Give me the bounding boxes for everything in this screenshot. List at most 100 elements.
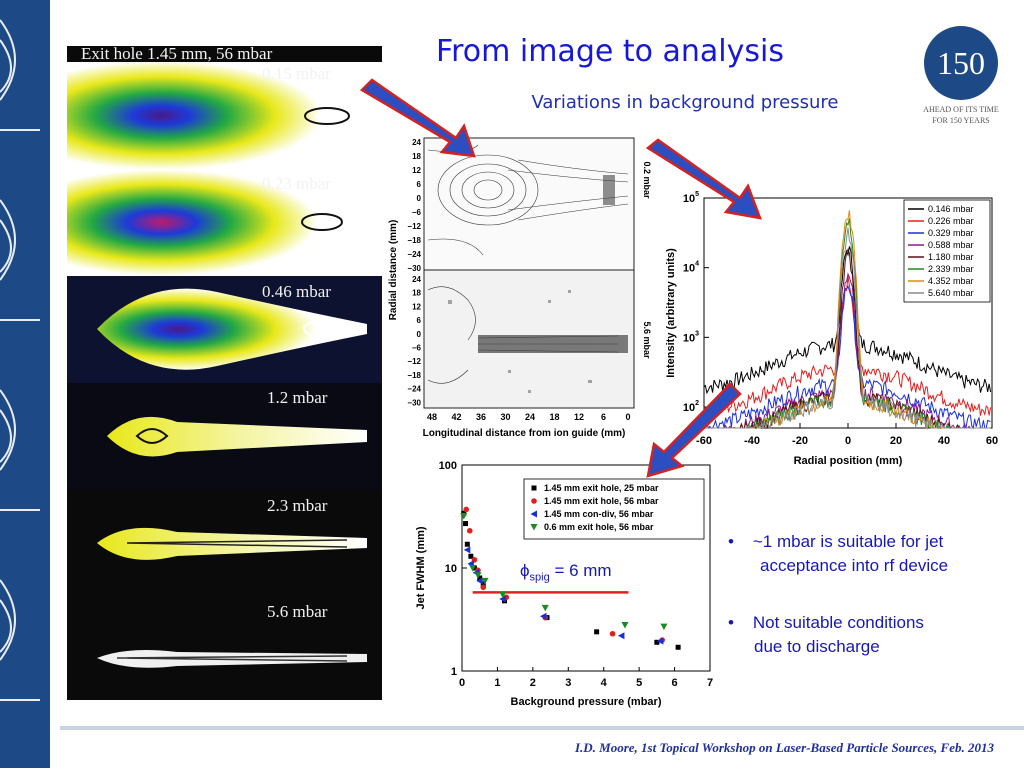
footer-citation: I.D. Moore, 1st Topical Workshop on Lase… [574, 740, 994, 755]
contour-ytick: −6 [412, 344, 422, 353]
arrow-1 [359, 78, 476, 158]
contour-ytick: −30 [407, 398, 421, 407]
legend-entry: 5.640 mbar [928, 288, 974, 298]
legend-entry: 1.45 mm con-div, 56 mbar [544, 509, 654, 519]
contour-xtick: 30 [500, 412, 510, 422]
legend-entry: 2.339 mbar [928, 264, 974, 274]
bullet-dot: • [728, 532, 753, 551]
logo-tagline: AHEAD OF ITS TIME FOR 150 YEARS [916, 104, 1006, 126]
slide-subtitle: Variations in background pressure [531, 92, 839, 113]
legend-entry: 0.226 mbar [928, 216, 974, 226]
x-tick-label: -40 [744, 435, 760, 447]
contour-xlabel: Longitudinal distance from ion guide (mm… [423, 428, 626, 439]
contour-label-bottom: 5.6 mbar [642, 321, 652, 359]
series-line [703, 275, 992, 419]
legend-swatch [531, 498, 537, 504]
photo-label-3: 0.46 mbar [262, 282, 331, 301]
x-tick-label: 20 [890, 435, 902, 447]
y-tick-label: 104 [683, 261, 699, 275]
contour-ytick: 6 [417, 316, 422, 325]
data-point [460, 512, 468, 520]
jet-image-panel: Exit hole 1.45 mm, 56 mbar [67, 44, 382, 700]
phi-value: = 6 mm [549, 561, 612, 580]
contour-ytick: −6 [412, 208, 422, 217]
contour-xtick: 42 [451, 412, 461, 422]
x-tick-label: -60 [696, 435, 712, 447]
sidebar-decoration [0, 0, 50, 768]
x-tick-label: 3 [565, 677, 571, 689]
x-axis-label: Background pressure (mbar) [511, 696, 662, 708]
contour-xtick: 18 [549, 412, 559, 422]
logo-tagline-1: AHEAD OF ITS TIME [923, 105, 999, 114]
x-tick-label: 1 [494, 677, 500, 689]
jet-image-2 [67, 169, 382, 276]
photo-label-5: 2.3 mbar [267, 496, 328, 515]
bullet-1-line2: acceptance into rf device [760, 556, 949, 575]
x-tick-label: 0 [845, 435, 851, 447]
contour-ytick: −18 [407, 236, 421, 245]
jet-images [67, 62, 382, 700]
legend-entry: 0.329 mbar [928, 228, 974, 238]
y-tick-label: 102 [683, 400, 699, 414]
bullet-2: • Not suitable conditions due to dischar… [728, 611, 1018, 659]
contour-xtick: 0 [625, 412, 630, 422]
contour-label-top: 0.2 mbar [642, 161, 652, 199]
legend-entry: 0.146 mbar [928, 204, 974, 214]
jet-image-4 [67, 383, 382, 490]
arrow-2 [645, 138, 762, 220]
contour-xtick: 24 [525, 412, 535, 422]
data-point [656, 637, 664, 645]
data-point [480, 581, 486, 587]
slide-title: From image to analysis [436, 34, 784, 69]
data-point [469, 565, 477, 572]
contour-ytick: −24 [407, 250, 421, 259]
data-point [675, 644, 681, 650]
logo-number: 150 [924, 26, 998, 100]
data-point [463, 521, 469, 527]
photo-label-1: 0.15 mbar [262, 64, 331, 83]
bullet-2-line2: due to discharge [754, 637, 880, 656]
data-point [617, 632, 625, 640]
y-axis-label: Intensity (arbitrary units) [665, 248, 677, 378]
contour-ytick: −24 [407, 385, 421, 394]
bullet-2-line1: Not suitable conditions [752, 613, 924, 632]
legend-entry: 1.180 mbar [928, 252, 974, 262]
contour-ylabel: Radial distance (mm) [388, 220, 399, 321]
data-point [476, 577, 483, 585]
series-line [703, 284, 991, 430]
contour-ytick: 12 [412, 302, 421, 311]
series-line [704, 248, 991, 430]
contour-ytick: 24 [412, 275, 421, 284]
contour-ytick: −12 [407, 222, 421, 231]
series-line [704, 227, 991, 430]
jet-image-1 [67, 62, 382, 169]
photo-label-6: 5.6 mbar [267, 602, 328, 621]
arrow-3 [646, 382, 742, 478]
data-point [464, 541, 470, 547]
x-tick-label: 4 [601, 677, 608, 689]
contour-ytick: 12 [412, 166, 421, 175]
jet-image-6 [67, 597, 382, 700]
phi-symbol: ϕ [520, 561, 530, 580]
legend-swatch [531, 485, 537, 491]
x-tick-label: 0 [459, 677, 465, 689]
contour-ytick: −18 [407, 371, 421, 380]
series-line [703, 246, 992, 395]
logo-tagline-2: FOR 150 YEARS [932, 116, 990, 125]
legend-entry: 0.6 mm exit hole, 56 mbar [544, 522, 654, 532]
y-tick-label: 100 [439, 460, 457, 472]
contour-ytick: 18 [412, 289, 421, 298]
legend-entry: 1.45 mm exit hole, 25 mbar [544, 483, 659, 493]
contour-xtick: 6 [601, 412, 606, 422]
bullet-dot: • [728, 613, 753, 632]
contour-xtick: 36 [476, 412, 486, 422]
x-tick-label: 60 [986, 435, 998, 447]
data-point [660, 623, 668, 631]
y-tick-label: 105 [683, 191, 699, 205]
y-tick-label: 1 [451, 666, 457, 678]
contour-ytick: −30 [407, 264, 421, 273]
contour-ytick: 18 [412, 152, 421, 161]
legend: 1.45 mm exit hole, 25 mbar 1.45 mm exit h… [523, 478, 705, 540]
contour-ytick: 24 [412, 138, 421, 147]
